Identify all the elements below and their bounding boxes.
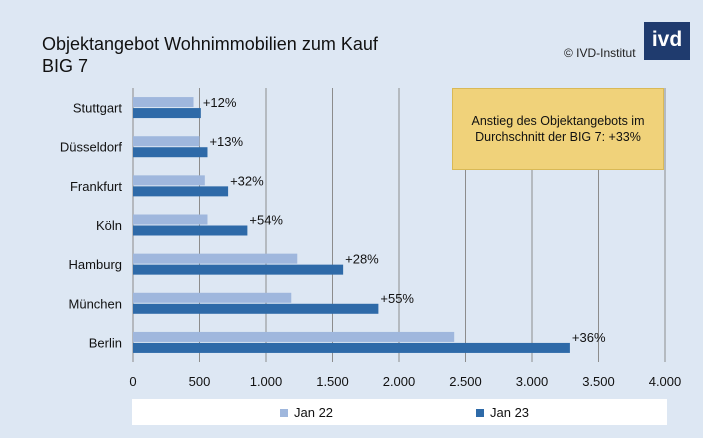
category-label: Berlin [89,335,122,350]
x-tick-label: 3.500 [582,374,615,389]
legend-item-jan22: Jan 22 [280,405,333,420]
category-label: Hamburg [69,257,122,272]
x-tick-label: 1.500 [316,374,349,389]
change-label: +32% [230,173,264,188]
annotation-line-1: Anstieg des Objektangebots im [471,114,645,128]
bar-jan22 [133,214,208,225]
change-label: +12% [203,95,237,110]
bar-jan22 [133,136,200,147]
legend-item-jan23: Jan 23 [476,405,529,420]
bar-jan23 [133,186,229,197]
bar-jan22 [133,292,292,303]
bar-jan23 [133,303,379,314]
legend-swatch-jan23 [476,408,484,417]
legend: Jan 22 Jan 23 [132,399,667,425]
x-tick-label: 0 [129,374,136,389]
x-tick-label: 2.500 [449,374,482,389]
bar-jan22 [133,97,194,108]
bar-jan23 [133,147,208,158]
annotation-line-2: Durchschnitt der BIG 7: +33% [475,130,641,144]
bar-jan22 [133,331,455,342]
bar-jan22 [133,175,205,186]
category-label: München [69,296,122,311]
change-label: +55% [380,291,414,306]
bar-jan23 [133,225,248,236]
category-label: Stuttgart [73,101,123,116]
change-label: +13% [209,134,243,149]
x-tick-label: 3.000 [516,374,549,389]
bar-jan23 [133,108,201,119]
average-annotation: Anstieg des Objektangebots im Durchschni… [452,88,664,170]
x-tick-label: 1.000 [250,374,283,389]
x-tick-label: 2.000 [383,374,416,389]
x-tick-label: 4.000 [649,374,682,389]
ivd-logo: ivd [644,22,690,60]
change-label: +54% [249,213,283,228]
x-tick-label: 500 [189,374,211,389]
x-axis-ticks: 0 500 1.000 1.500 2.000 2.500 3.000 3.500 4.000 [129,374,681,389]
bars [133,97,570,353]
category-label: Köln [96,218,122,233]
copyright-text: © IVD-Institut [564,46,636,60]
bar-jan23 [133,342,570,353]
change-labels: +12% +13% +32% +54% +28% +55% +36% [203,95,606,345]
category-labels: Stuttgart Düsseldorf Frankfurt Köln Hamburg M… [60,101,123,351]
change-label: +28% [345,252,379,267]
legend-label-jan23: Jan 23 [490,405,530,420]
grid-lines [132,88,666,362]
chart-title: Objektangebot Wohnimmobilien zum Kauf [42,34,378,54]
category-label: Düsseldorf [60,140,123,155]
chart-subtitle: BIG 7 [42,56,89,76]
change-label: +36% [572,330,606,345]
legend-label-jan22: Jan 22 [294,405,334,420]
bar-jan22 [133,253,298,264]
category-label: Frankfurt [70,179,122,194]
legend-swatch-jan22 [280,408,288,417]
bar-jan23 [133,264,344,275]
